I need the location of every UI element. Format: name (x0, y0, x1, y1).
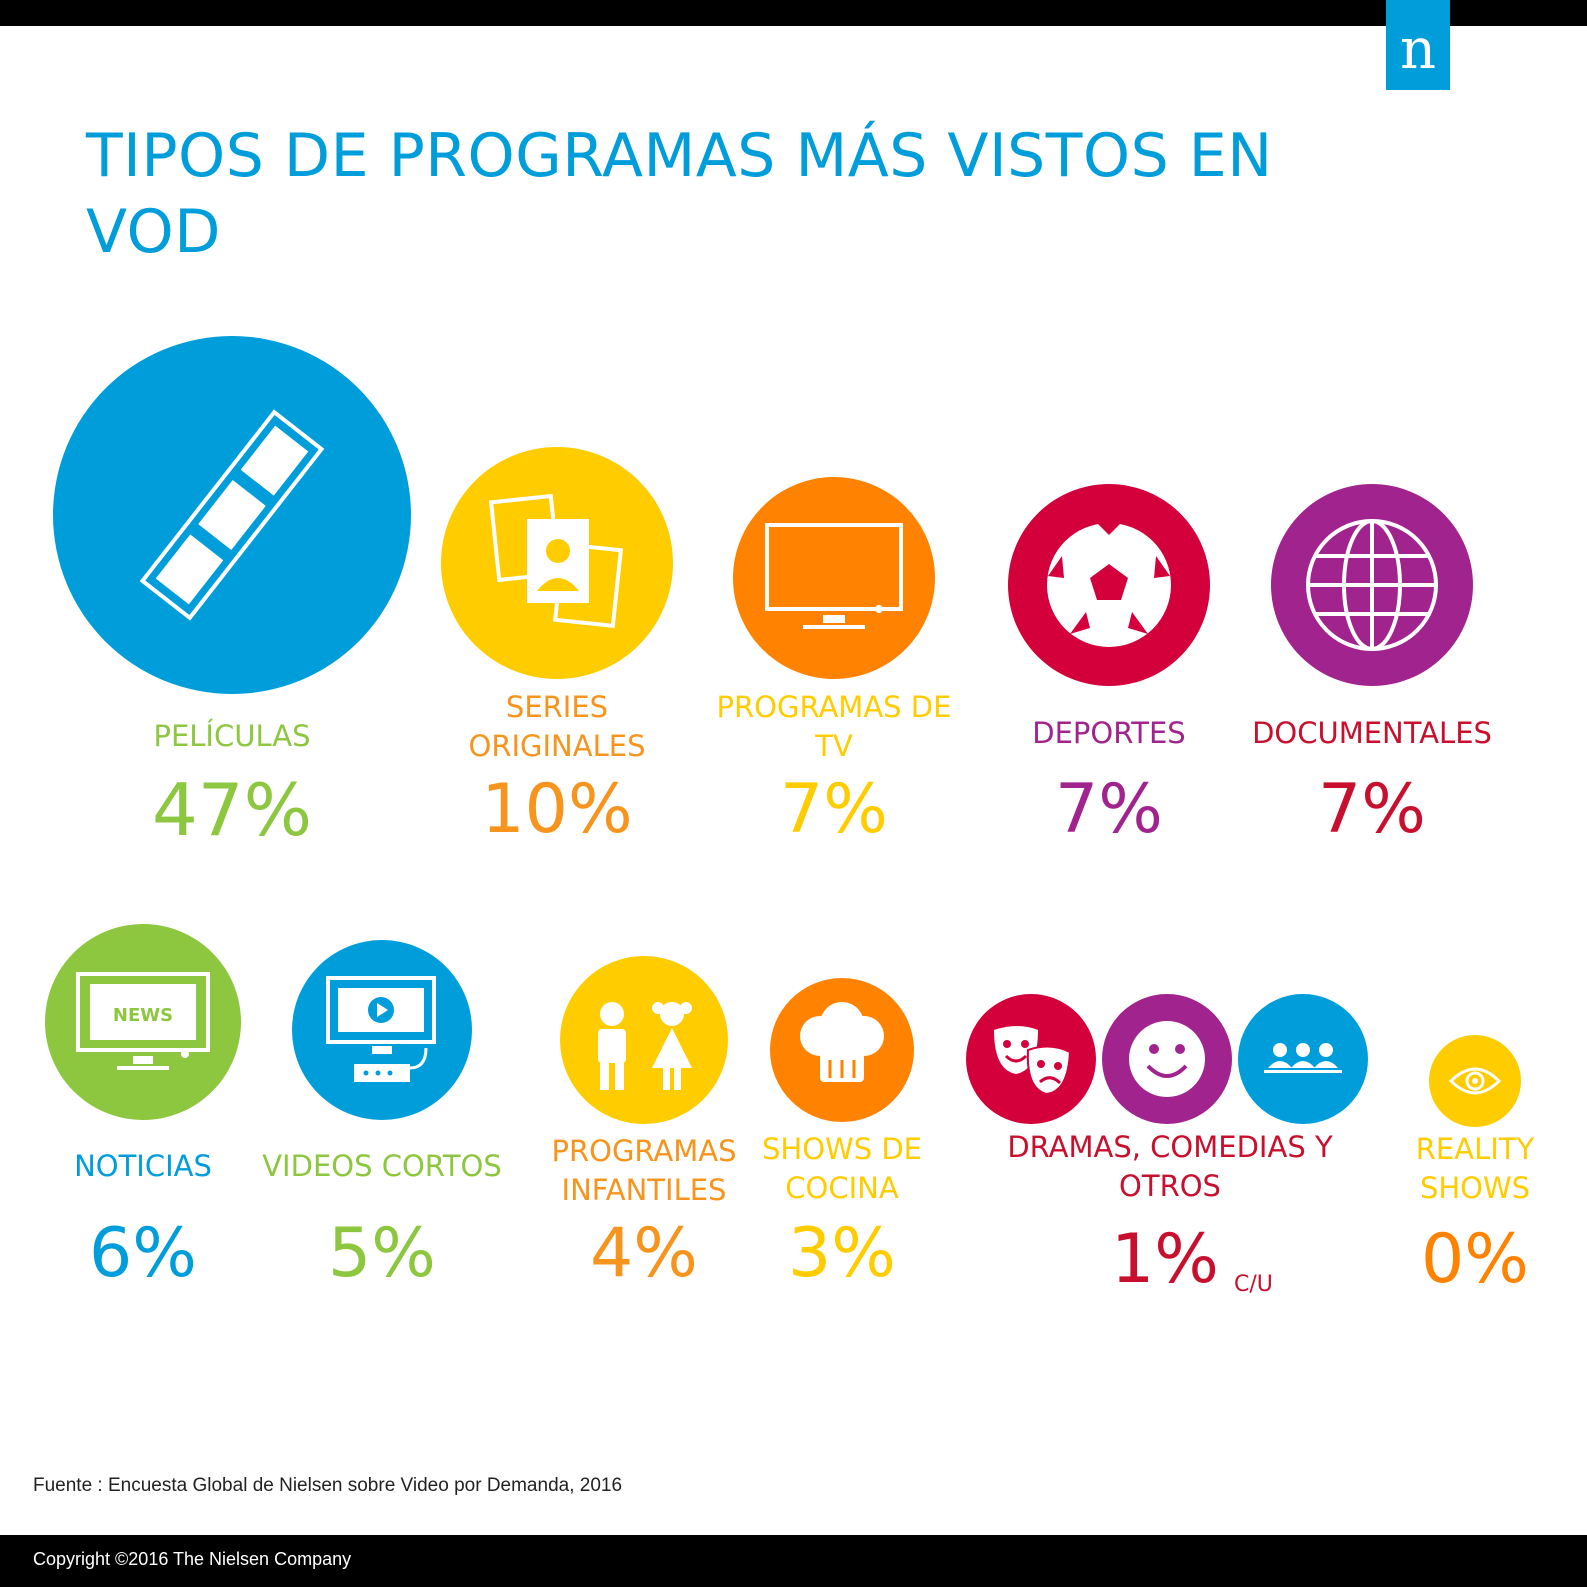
category-value: 6% (89, 1214, 197, 1293)
category-label: PROGRAMAS INFANTILES (551, 1134, 737, 1207)
bubble (560, 956, 728, 1124)
bubble-dramas (966, 994, 1096, 1124)
category-label: DEPORTES (1032, 716, 1186, 750)
each-suffix: C/U (1234, 1272, 1273, 1297)
bubble (1271, 484, 1473, 686)
theater-masks-icon (994, 1026, 1072, 1096)
bubble (1429, 1035, 1521, 1127)
video-monitor-icon (326, 976, 436, 1082)
category-value: 5% (328, 1214, 436, 1293)
news-tv-icon: NEWS (76, 972, 210, 1070)
bubble (53, 336, 411, 694)
category-value: 1% (1111, 1220, 1219, 1299)
film-strip-icon (139, 409, 325, 621)
photo-portraits-icon (488, 493, 624, 629)
category-label: REALITY SHOWS (1415, 1132, 1535, 1205)
category-value: 7% (1055, 770, 1163, 849)
category-label: SERIES ORIGINALES (468, 690, 646, 763)
category-value: 0% (1421, 1220, 1529, 1299)
bubble-comedias (1102, 994, 1232, 1124)
category-label: DRAMAS, COMEDIAS Y OTROS (1007, 1130, 1333, 1203)
bubble (733, 477, 935, 679)
bubble (441, 447, 673, 679)
soccer-ball-icon (1047, 523, 1171, 647)
page-title: TIPOS DE PROGRAMAS MÁS VISTOS EN VOD (86, 121, 1273, 267)
copyright: Copyright ©2016 The Nielsen Company (33, 1549, 352, 1569)
smiley-icon (1129, 1021, 1205, 1097)
tv-icon (765, 523, 903, 629)
nielsen-logo: n (1386, 0, 1450, 90)
category-label: DOCUMENTALES (1252, 716, 1492, 750)
chef-hat-icon (800, 1002, 884, 1082)
audience-icon (1264, 1043, 1342, 1073)
bubble-otros (1238, 994, 1368, 1124)
bubble (1008, 484, 1210, 686)
category-label: PELÍCULAS (153, 719, 311, 753)
source-note: Fuente : Encuesta Global de Nielsen sobr… (33, 1475, 623, 1496)
category-label: VIDEOS CORTOS (262, 1149, 502, 1183)
children-icon (598, 1002, 692, 1090)
category-label: SHOWS DE COCINA (762, 1132, 922, 1205)
bubble (770, 978, 914, 1122)
eye-icon (1448, 1067, 1502, 1095)
globe-icon (1306, 519, 1438, 651)
category-label: PROGRAMAS DE TV (716, 690, 952, 763)
category-value: 47% (151, 768, 313, 852)
category-value: 10% (481, 770, 633, 849)
top-bar (0, 0, 1587, 26)
category-value: 4% (590, 1214, 698, 1293)
bubble: NEWS (45, 924, 241, 1120)
svg-text:NEWS: NEWS (113, 1005, 173, 1026)
bubble (292, 940, 472, 1120)
category-value: 7% (1318, 770, 1426, 849)
category-value: 3% (788, 1214, 896, 1293)
category-value: 7% (780, 770, 888, 849)
footer-bar: Copyright ©2016 The Nielsen Company (0, 1535, 1587, 1587)
category-label: NOTICIAS (74, 1149, 212, 1183)
